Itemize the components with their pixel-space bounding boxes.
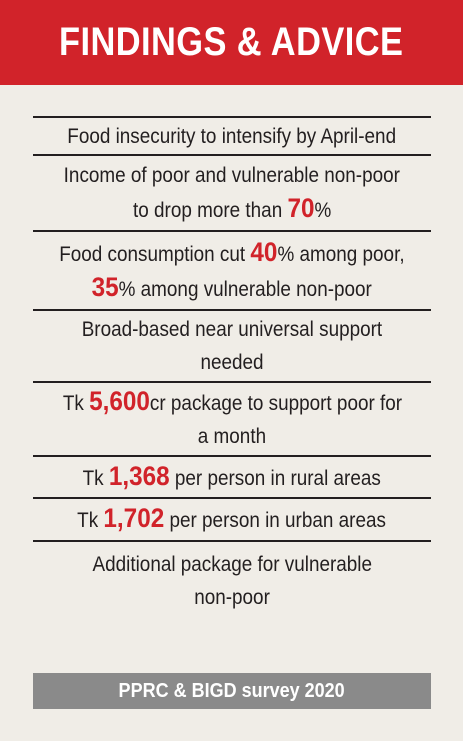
finding-text: Food consumption cut [59,242,251,266]
page-title: FINDINGS & ADVICE [59,20,404,64]
finding-item: Tk 5,600cr package to support poor for a … [33,381,431,455]
finding-line: Food consumption cut 40% among poor, [59,236,404,271]
finding-text: cr package to support poor for [149,392,402,415]
finding-line: Tk 1,702 per person in urban areas [78,502,387,537]
finding-text: needed [200,351,264,374]
finding-text: Tk [77,509,104,532]
finding-text: % [314,199,332,222]
finding-item: Additional package for vulnerable non-poo… [33,540,431,619]
finding-line: needed [200,346,263,379]
finding-text: % among poor, [277,242,405,266]
finding-item: Tk 1,702 per person in urban areas [33,497,431,540]
finding-line: a month [198,420,266,453]
finding-line: Additional package for vulnerable [92,548,371,581]
finding-text: Broad-based near universal support [81,318,383,341]
finding-text: to drop more than [132,199,288,222]
finding-text: Income of poor and vulnerable non-poor [63,164,401,187]
finding-line: Food insecurity to intensify by April-en… [68,120,397,153]
finding-text: Tk [62,392,89,415]
highlight-number: 35 [91,271,119,302]
highlight-number: 1,368 [109,460,170,491]
finding-line: Tk 1,368 per person in rural areas [83,460,381,495]
finding-line: 35% among vulnerable non-poor [92,271,372,306]
finding-line: non-poor [194,581,270,614]
finding-text: per person in rural areas [169,466,382,490]
finding-text: a month [197,425,267,448]
finding-item: Income of poor and vulnerable non-poor to… [33,154,431,230]
finding-item: Tk 1,368 per person in rural areas [33,455,431,497]
finding-line: Tk 5,600cr package to support poor for [62,385,401,420]
highlight-number: 5,600 [88,386,150,416]
finding-text: non-poor [194,585,270,609]
finding-text: % among vulnerable non-poor [118,277,373,301]
highlight-number: 40 [250,236,278,267]
finding-line: Income of poor and vulnerable non-poor [64,159,400,192]
finding-text: Food insecurity to intensify by April-en… [67,124,397,148]
finding-item: Broad-based near universal support needed [33,309,431,381]
finding-line: to drop more than 70% [133,192,331,227]
finding-text: Additional package for vulnerable [92,552,372,576]
highlight-number: 70 [287,193,315,223]
finding-item: Food insecurity to intensify by April-en… [33,116,431,154]
highlight-number: 1,702 [103,503,165,533]
finding-line: Broad-based near universal support [82,313,382,346]
finding-item: Food consumption cut 40% among poor, 35% … [33,230,431,309]
header-banner: FINDINGS & ADVICE [0,0,463,85]
findings-list: Food insecurity to intensify by April-en… [33,116,431,619]
finding-text: Tk [82,466,110,490]
source-label: PPRC & BIGD survey 2020 [118,679,346,702]
source-bar: PPRC & BIGD survey 2020 [33,673,431,709]
finding-text: per person in urban areas [164,509,387,532]
